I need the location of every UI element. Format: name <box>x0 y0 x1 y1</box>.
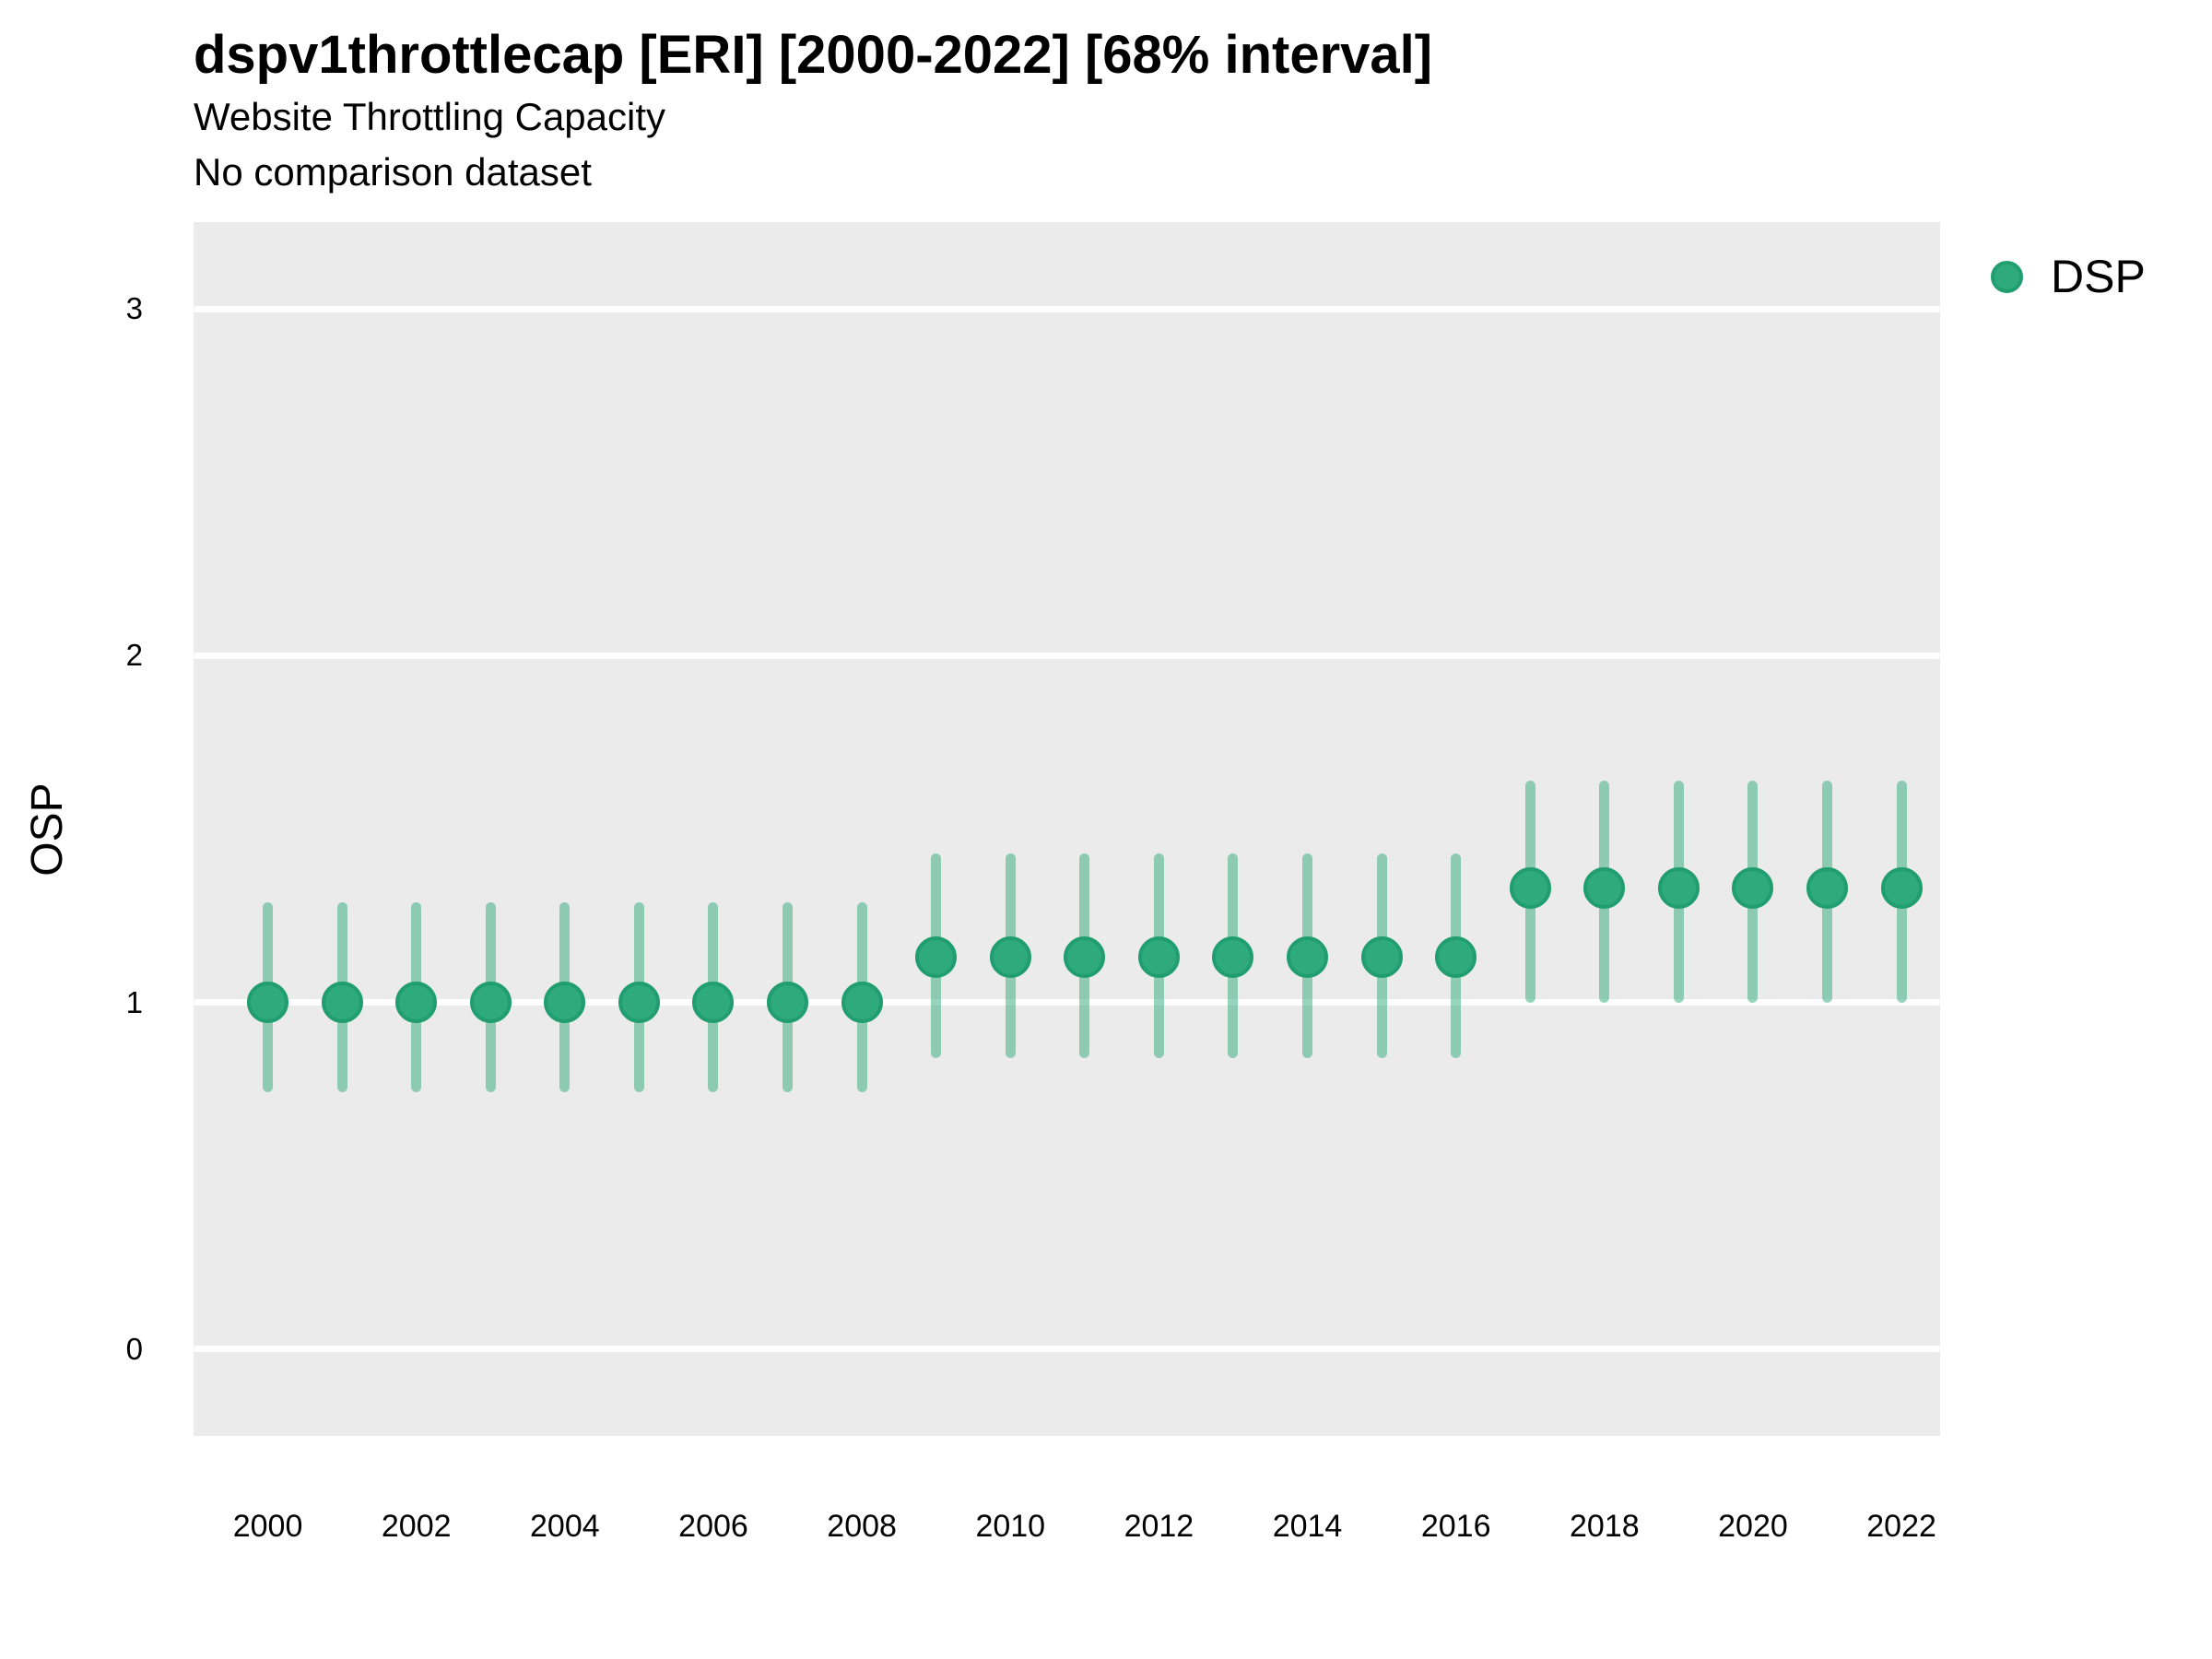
datapoint-dsp-2020 <box>1732 866 1774 909</box>
chart-note: No comparison dataset <box>194 150 592 194</box>
datapoint-dsp-2007 <box>767 982 809 1024</box>
x-tick-label-2002: 2002 <box>381 1509 452 1544</box>
gridline-y-2 <box>194 652 1940 659</box>
y-tick-label-1: 1 <box>125 984 143 1019</box>
datapoint-dsp-2015 <box>1360 936 1403 979</box>
x-tick-label-2018: 2018 <box>1569 1509 1640 1544</box>
y-tick-label-2: 2 <box>125 638 143 673</box>
datapoint-dsp-2005 <box>618 982 660 1024</box>
datapoint-dsp-2022 <box>1880 866 1923 909</box>
datapoint-dsp-2004 <box>544 982 586 1024</box>
gridline-y-0 <box>194 1346 1940 1353</box>
chart-subtitle: Website Throttling Capacity <box>194 94 666 138</box>
x-tick-label-2020: 2020 <box>1718 1509 1788 1544</box>
gridline-y-1 <box>194 999 1940 1006</box>
datapoint-dsp-2013 <box>1212 936 1254 979</box>
plot-panel <box>194 222 1940 1436</box>
x-tick-label-2014: 2014 <box>1272 1509 1343 1544</box>
legend: DSP <box>1991 251 2146 302</box>
x-tick-label-2008: 2008 <box>827 1509 897 1544</box>
legend-dot-dsp-icon <box>1991 260 2023 293</box>
datapoint-dsp-2014 <box>1287 936 1329 979</box>
x-tick-label-2004: 2004 <box>530 1509 600 1544</box>
datapoint-dsp-2003 <box>469 982 512 1024</box>
datapoint-dsp-2011 <box>1064 936 1106 979</box>
title-block: dspv1throttlecap [ERI] [2000-2022] [68% … <box>194 22 1432 201</box>
y-axis-title: OSP <box>23 782 72 877</box>
x-tick-label-2000: 2000 <box>232 1509 303 1544</box>
x-tick-label-2010: 2010 <box>975 1509 1046 1544</box>
x-tick-label-2016: 2016 <box>1420 1509 1491 1544</box>
datapoint-dsp-2019 <box>1657 866 1700 909</box>
x-tick-label-2006: 2006 <box>678 1509 748 1544</box>
datapoint-dsp-2001 <box>321 982 363 1024</box>
legend-label-dsp: DSP <box>2051 251 2146 302</box>
y-tick-label-0: 0 <box>125 1331 143 1366</box>
datapoint-dsp-2017 <box>1509 866 1551 909</box>
datapoint-dsp-2021 <box>1806 866 1849 909</box>
datapoint-dsp-2016 <box>1435 936 1477 979</box>
datapoint-dsp-2008 <box>841 982 883 1024</box>
chart-title: dspv1throttlecap [ERI] [2000-2022] [68% … <box>194 25 1433 85</box>
datapoint-dsp-2009 <box>915 936 958 979</box>
x-tick-label-2022: 2022 <box>1866 1509 1936 1544</box>
datapoint-dsp-2018 <box>1583 866 1626 909</box>
datapoint-dsp-2010 <box>989 936 1031 979</box>
datapoint-dsp-2000 <box>247 982 289 1024</box>
y-tick-label-3: 3 <box>125 291 143 326</box>
x-tick-label-2012: 2012 <box>1124 1509 1194 1544</box>
datapoint-dsp-2006 <box>692 982 735 1024</box>
datapoint-dsp-2012 <box>1137 936 1180 979</box>
gridline-y-3 <box>194 305 1940 312</box>
datapoint-dsp-2002 <box>395 982 438 1024</box>
